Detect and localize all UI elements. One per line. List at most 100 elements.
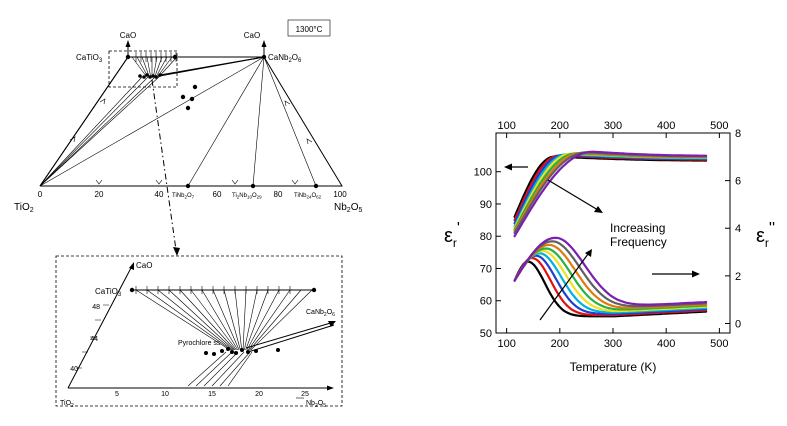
- fan-line: [141, 56, 150, 77]
- inset-pyrochlore-point: [230, 350, 234, 354]
- x-top-tick-label: 400: [657, 120, 675, 132]
- x-tick-label: 500: [710, 338, 728, 350]
- y-right-tick-label: 0: [735, 318, 741, 330]
- inset-fan-line: [250, 289, 313, 351]
- inset-fan-line: [249, 289, 302, 351]
- inset-pyrochlore-point: [226, 347, 230, 351]
- inset-x-tick-5: 5: [115, 391, 119, 398]
- imaginary-permittivity-curve: [513, 247, 708, 311]
- inset-fan-line: [223, 289, 241, 351]
- increase-arrow-top-head: [594, 206, 603, 213]
- base-tick-0: 0: [38, 190, 43, 199]
- tie-canb2o6-tinb2o7: [187, 56, 265, 187]
- inset-down-line: [195, 351, 233, 387]
- inset-fan-line: [244, 289, 258, 351]
- dielectric-chart: 1001002002003003004004005005005060708090…: [444, 120, 775, 374]
- fan-line: [146, 56, 151, 77]
- tie-canb2o6-tinb24o62: [263, 56, 317, 187]
- fan-line: [136, 56, 148, 77]
- fan-line: [159, 56, 178, 77]
- inset-y-axis: [67, 265, 133, 389]
- inset-fan-line: [135, 289, 231, 351]
- inset-canb2o6-label: CaNb2O6: [306, 309, 335, 318]
- composition-point: [192, 84, 198, 90]
- inset-tio2-label: TiO2: [60, 400, 74, 409]
- inset-canb2o6-point: [311, 287, 317, 293]
- inset-tie-right-a: [245, 321, 335, 349]
- base-tick-60: 60: [213, 190, 222, 199]
- y-left-tick-label: 50: [480, 328, 492, 340]
- phase-point-tinb2o7: [185, 183, 191, 189]
- ternary-diagram: 1300°C CaO CaO CaTiO3 CaNb2O6: [14, 19, 362, 256]
- inset-x-tick-20: 20: [255, 391, 263, 398]
- inset-fan-line: [146, 289, 232, 351]
- base-tick-40: 40: [155, 190, 164, 199]
- inset-pyrochlore-point: [254, 349, 258, 353]
- inset-down-line: [211, 351, 245, 387]
- base-tick-20: 20: [95, 190, 104, 199]
- x-axis-title: Temperature (K): [570, 360, 657, 374]
- inset-down-line: [187, 351, 227, 387]
- series-group: [513, 150, 708, 318]
- side-tick-marks: [69, 98, 313, 145]
- tie-catio3-tio2: [39, 56, 129, 187]
- inset-fan-lines: [135, 289, 313, 351]
- x-top-tick-label: 500: [710, 120, 728, 132]
- inset-down-line: [203, 351, 239, 387]
- inset-pyrochlore-point: [246, 350, 250, 354]
- tie-pyro-tio2-c: [39, 77, 155, 187]
- phase-label-tinb2o7: TiNb2O7: [172, 193, 195, 200]
- x-tick-label: 300: [604, 338, 622, 350]
- inset-fan-line: [245, 289, 269, 351]
- y-left-tick-label: 60: [480, 296, 492, 308]
- y-right-tick-label: 8: [735, 128, 741, 140]
- imaginary-permittivity-curve: [513, 256, 708, 317]
- inset-pyrochlore-point: [276, 348, 280, 352]
- y-left-tick-label: 70: [480, 263, 492, 275]
- annotation-increasing: Increasing: [610, 221, 665, 235]
- inset-fan-line: [234, 289, 242, 351]
- pyrochlore-ss-label: Pyrochlore ss: [178, 340, 221, 347]
- fan-line: [131, 56, 147, 77]
- y-left-axis-title: εr': [444, 220, 460, 250]
- pyrochlore-point: [151, 74, 155, 78]
- inset-y-ticks: [76, 304, 109, 369]
- inset-fan-line: [179, 289, 236, 351]
- y-right-tick-label: 2: [735, 271, 741, 283]
- base-tick-80: 80: [274, 190, 283, 199]
- fan-line: [154, 56, 163, 77]
- cao-left-arrowhead: [125, 40, 131, 47]
- tie-canb2o6-tio2: [39, 56, 265, 187]
- increase-arrow-bottom: [539, 253, 589, 321]
- tie-pyro-tio2-a: [39, 76, 143, 187]
- tio2-label: TiO2: [14, 202, 34, 214]
- catio3-label: CaTiO3: [76, 53, 103, 64]
- pyrochlore-point: [154, 75, 158, 79]
- inset-fan-line: [246, 289, 280, 351]
- inset-pyrochlore-point: [220, 349, 224, 353]
- x-tick-label: 200: [551, 338, 569, 350]
- pyrochlore-point: [145, 73, 149, 77]
- imaginary-permittivity-curve: [513, 260, 708, 318]
- imaginary-permittivity-curve: [513, 254, 708, 315]
- phase-point-ti2nb10o29: [250, 183, 256, 189]
- nb2o5-label: Nb2O5: [334, 202, 362, 214]
- fan-line: [157, 56, 173, 77]
- imaginary-permittivity-curve: [513, 252, 708, 314]
- inset-pyrochlore-point: [234, 351, 238, 355]
- y-left-tick-label: 100: [474, 167, 492, 179]
- inset-down-lines: [187, 351, 253, 387]
- inset-x-tick-10: 10: [161, 391, 169, 398]
- fan-line: [153, 56, 158, 77]
- axis-ticks: [496, 132, 730, 334]
- inset-y-tick-40: 40: [70, 366, 78, 373]
- catio3-point: [125, 54, 131, 60]
- phase-point-tinb24o62: [313, 183, 319, 189]
- inset-fan-line: [168, 289, 235, 351]
- inset-x-tick-15: 15: [208, 391, 216, 398]
- annotation-frequency: Frequency: [610, 235, 667, 249]
- temperature-label: 1300°C: [296, 25, 323, 34]
- tie-pyro-tio2-d: [39, 75, 161, 187]
- pyrochlore-point: [142, 75, 146, 79]
- inset-fan-line: [157, 289, 233, 351]
